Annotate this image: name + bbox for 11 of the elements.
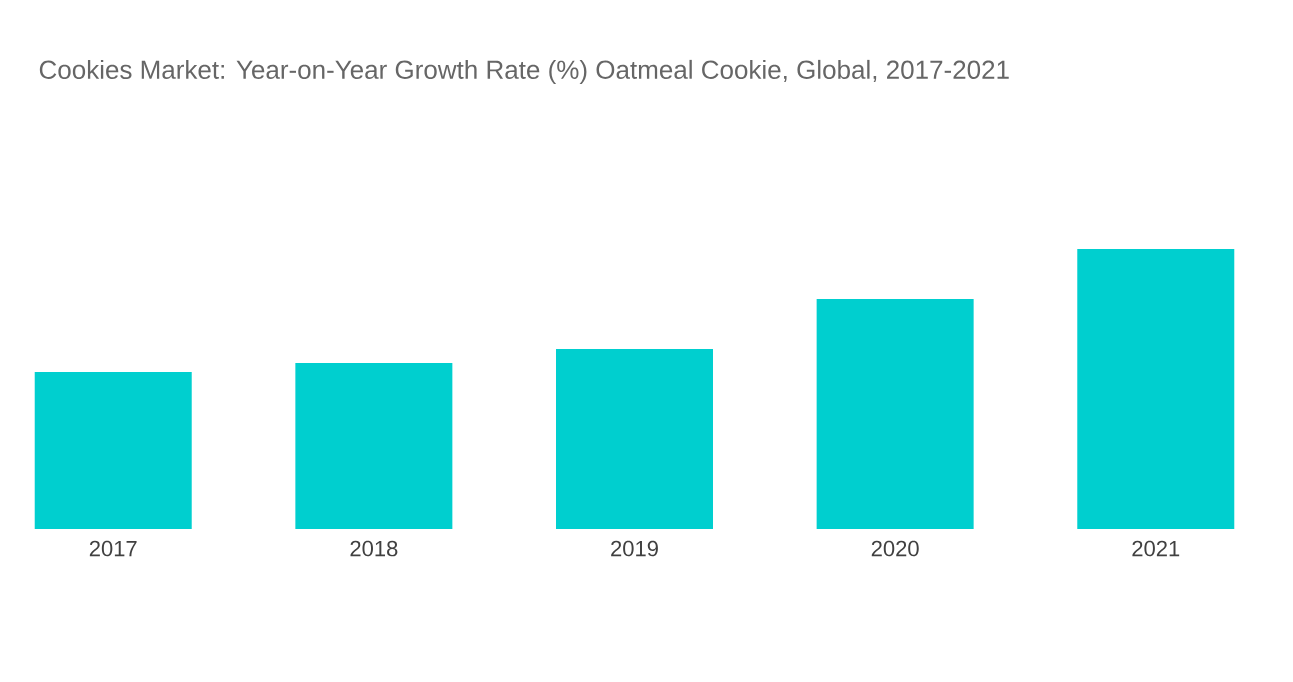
x-tick-label: 2018	[350, 540, 398, 557]
x-tick-label: 2020	[871, 540, 919, 557]
bar	[556, 348, 713, 529]
x-tick-label: 2021	[1132, 540, 1180, 557]
x-tick-label: 2019	[611, 540, 658, 557]
x-tick-label: 2017	[89, 540, 137, 557]
bar	[295, 362, 453, 529]
bar	[34, 371, 192, 529]
bar	[816, 299, 974, 529]
chart-title: Cookies Market: Year-on-Year Growth Rate (%) Oatmeal Cookie, Global, 2017-2021	[39, 59, 1009, 85]
bar	[1077, 249, 1235, 529]
